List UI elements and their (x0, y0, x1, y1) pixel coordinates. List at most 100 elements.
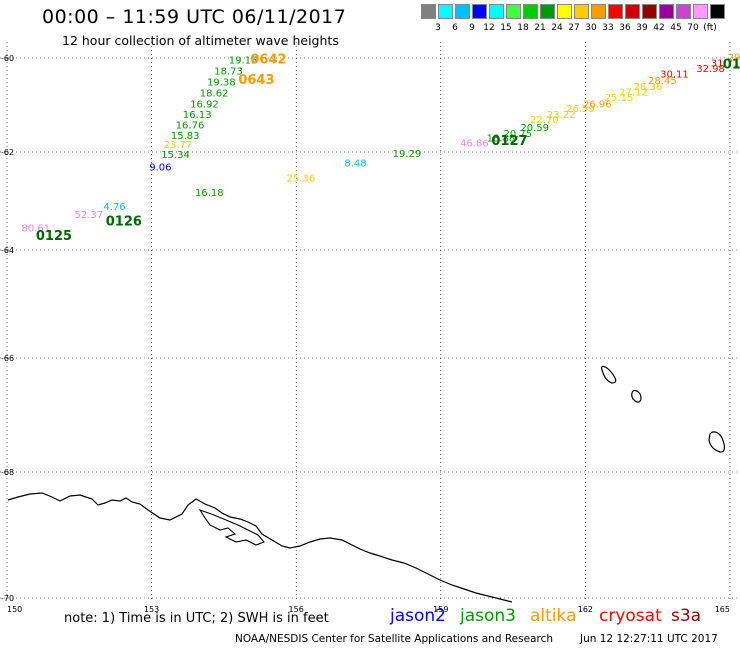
wave-height-value: 18.88 (487, 134, 516, 145)
x-tick-label: 159 (433, 605, 448, 614)
color-swatch (574, 4, 589, 19)
color-swatch (608, 4, 623, 19)
x-tick-label: 165 (715, 605, 730, 614)
wave-height-value: 52.37 (74, 210, 103, 221)
color-scale-label: 3 (435, 23, 441, 33)
color-scale-label: 70 (687, 23, 699, 33)
color-swatch (659, 4, 674, 19)
island-3 (708, 431, 725, 453)
wave-height-value: 31.71 (711, 58, 740, 69)
color-swatch (472, 4, 487, 19)
color-scale-label: 24 (551, 23, 563, 33)
x-tick-label: 150 (7, 605, 22, 614)
wave-height-value: 15.34 (161, 150, 190, 161)
y-tick-label: -70 (1, 594, 14, 603)
color-swatch (693, 4, 708, 19)
footer-note: note: 1) Time is in UTC; 2) SWH is in fe… (64, 611, 329, 626)
color-swatch (540, 4, 555, 19)
wave-height-value: 18.62 (200, 89, 229, 100)
color-scale-label: 39 (636, 23, 648, 33)
mission-s3a: s3a (671, 606, 702, 626)
color-swatch (506, 4, 521, 19)
color-swatch (591, 4, 606, 19)
map-subtitle: 12 hour collection of altimeter wave hei… (62, 33, 339, 48)
color-scale-label: 36 (619, 23, 631, 33)
wave-height-value: 80.61 (21, 223, 50, 234)
coastline (7, 365, 725, 603)
color-scale-label: (ft) (703, 23, 717, 33)
color-scale-label: 12 (483, 23, 495, 33)
color-swatch (455, 4, 470, 19)
color-swatch (523, 4, 538, 19)
color-swatch (710, 4, 725, 19)
mission-jason2: jason2 (390, 606, 446, 626)
wave-height-value: 16.76 (176, 121, 205, 132)
axis-tick-labels: -60 -62 -64 -66 -68 -70 150 153 156 159 162 165 (1, 54, 730, 614)
pass-time-label: 0128 (723, 57, 740, 72)
wave-height-value: 16.13 (183, 110, 212, 121)
ice-shelf-inlet (198, 508, 265, 546)
wave-height-value: 26.96 (583, 99, 612, 110)
color-swatch (642, 4, 657, 19)
x-tick-label: 162 (578, 605, 593, 614)
pass-time-label: 0125 (36, 229, 72, 244)
wave-height-value: 26.59 (566, 104, 595, 115)
pass-time-label: 0127 (491, 134, 527, 149)
wave-height-value: 46.86 (460, 138, 489, 149)
wave-height-value: 29.33 (728, 52, 740, 63)
wave-height-value: 20.59 (520, 123, 549, 134)
wave-height-value: 15.83 (171, 131, 200, 142)
map-grid (0, 42, 740, 600)
color-swatch (489, 4, 504, 19)
color-swatch (438, 4, 453, 19)
color-swatch (557, 4, 572, 19)
island-1 (601, 365, 617, 384)
y-tick-label: -68 (1, 468, 14, 477)
wave-height-value: 22.70 (530, 115, 559, 126)
map-title: 00:00 – 11:59 UTC 06/11/2017 (42, 6, 347, 28)
wave-height-value: 16.92 (190, 99, 219, 110)
wave-height-value: 4.76 (103, 202, 125, 213)
wave-height-value: 18.73 (214, 66, 243, 77)
y-tick-label: -60 (1, 54, 14, 63)
wave-height-value: 9.06 (149, 163, 171, 174)
wave-height-labels: 80.6152.374.769.0616.1815.3423.7715.8316… (21, 52, 740, 234)
island-2 (631, 389, 642, 403)
color-scale-label: 18 (517, 23, 529, 33)
wave-height-value: 19.15 (229, 56, 258, 67)
color-swatch (676, 4, 691, 19)
x-tick-label: 156 (289, 605, 304, 614)
antarctic-coastline (7, 492, 513, 603)
y-tick-label: -64 (1, 246, 14, 255)
wave-height-value: 27.12 (619, 88, 648, 99)
x-tick-label: 153 (144, 605, 159, 614)
color-scale-label: 15 (500, 23, 512, 33)
wave-height-value: 8.48 (344, 159, 366, 170)
color-scale-label: 33 (602, 23, 614, 33)
wave-height-value: 23.77 (164, 140, 193, 151)
wave-height-value: 28.45 (648, 76, 677, 87)
color-scale-label: 42 (653, 23, 665, 33)
mission-jason3: jason3 (460, 606, 516, 626)
color-swatch (625, 4, 640, 19)
wave-height-value: 25.15 (605, 93, 634, 104)
color-scale-label: 45 (670, 23, 682, 33)
color-scale-label: 6 (452, 23, 458, 33)
color-scale-label: 21 (534, 23, 546, 33)
wave-height-value: 28.36 (634, 82, 663, 93)
color-scale-label: 27 (568, 23, 580, 33)
mission-cryosat: cryosat (599, 606, 662, 626)
color-swatch (421, 4, 436, 19)
color-scale-label: 30 (585, 23, 597, 33)
credit-line: NOAA/NESDIS Center for Satellite Applica… (235, 633, 553, 645)
wave-height-value: 16.18 (195, 188, 224, 199)
wave-height-value: 23.22 (547, 110, 576, 121)
wave-height-value: 30.11 (660, 70, 689, 81)
pass-time-label: 0642 (250, 53, 286, 68)
pass-time-label: 0643 (238, 73, 274, 88)
generated-timestamp: Jun 12 12:27:11 UTC 2017 (580, 633, 718, 645)
wave-height-value: 32.98 (696, 64, 725, 75)
wave-height-value: 19.29 (393, 149, 422, 160)
pass-time-labels: 0125 0126 0642 0643 0127 0128 (36, 53, 740, 245)
